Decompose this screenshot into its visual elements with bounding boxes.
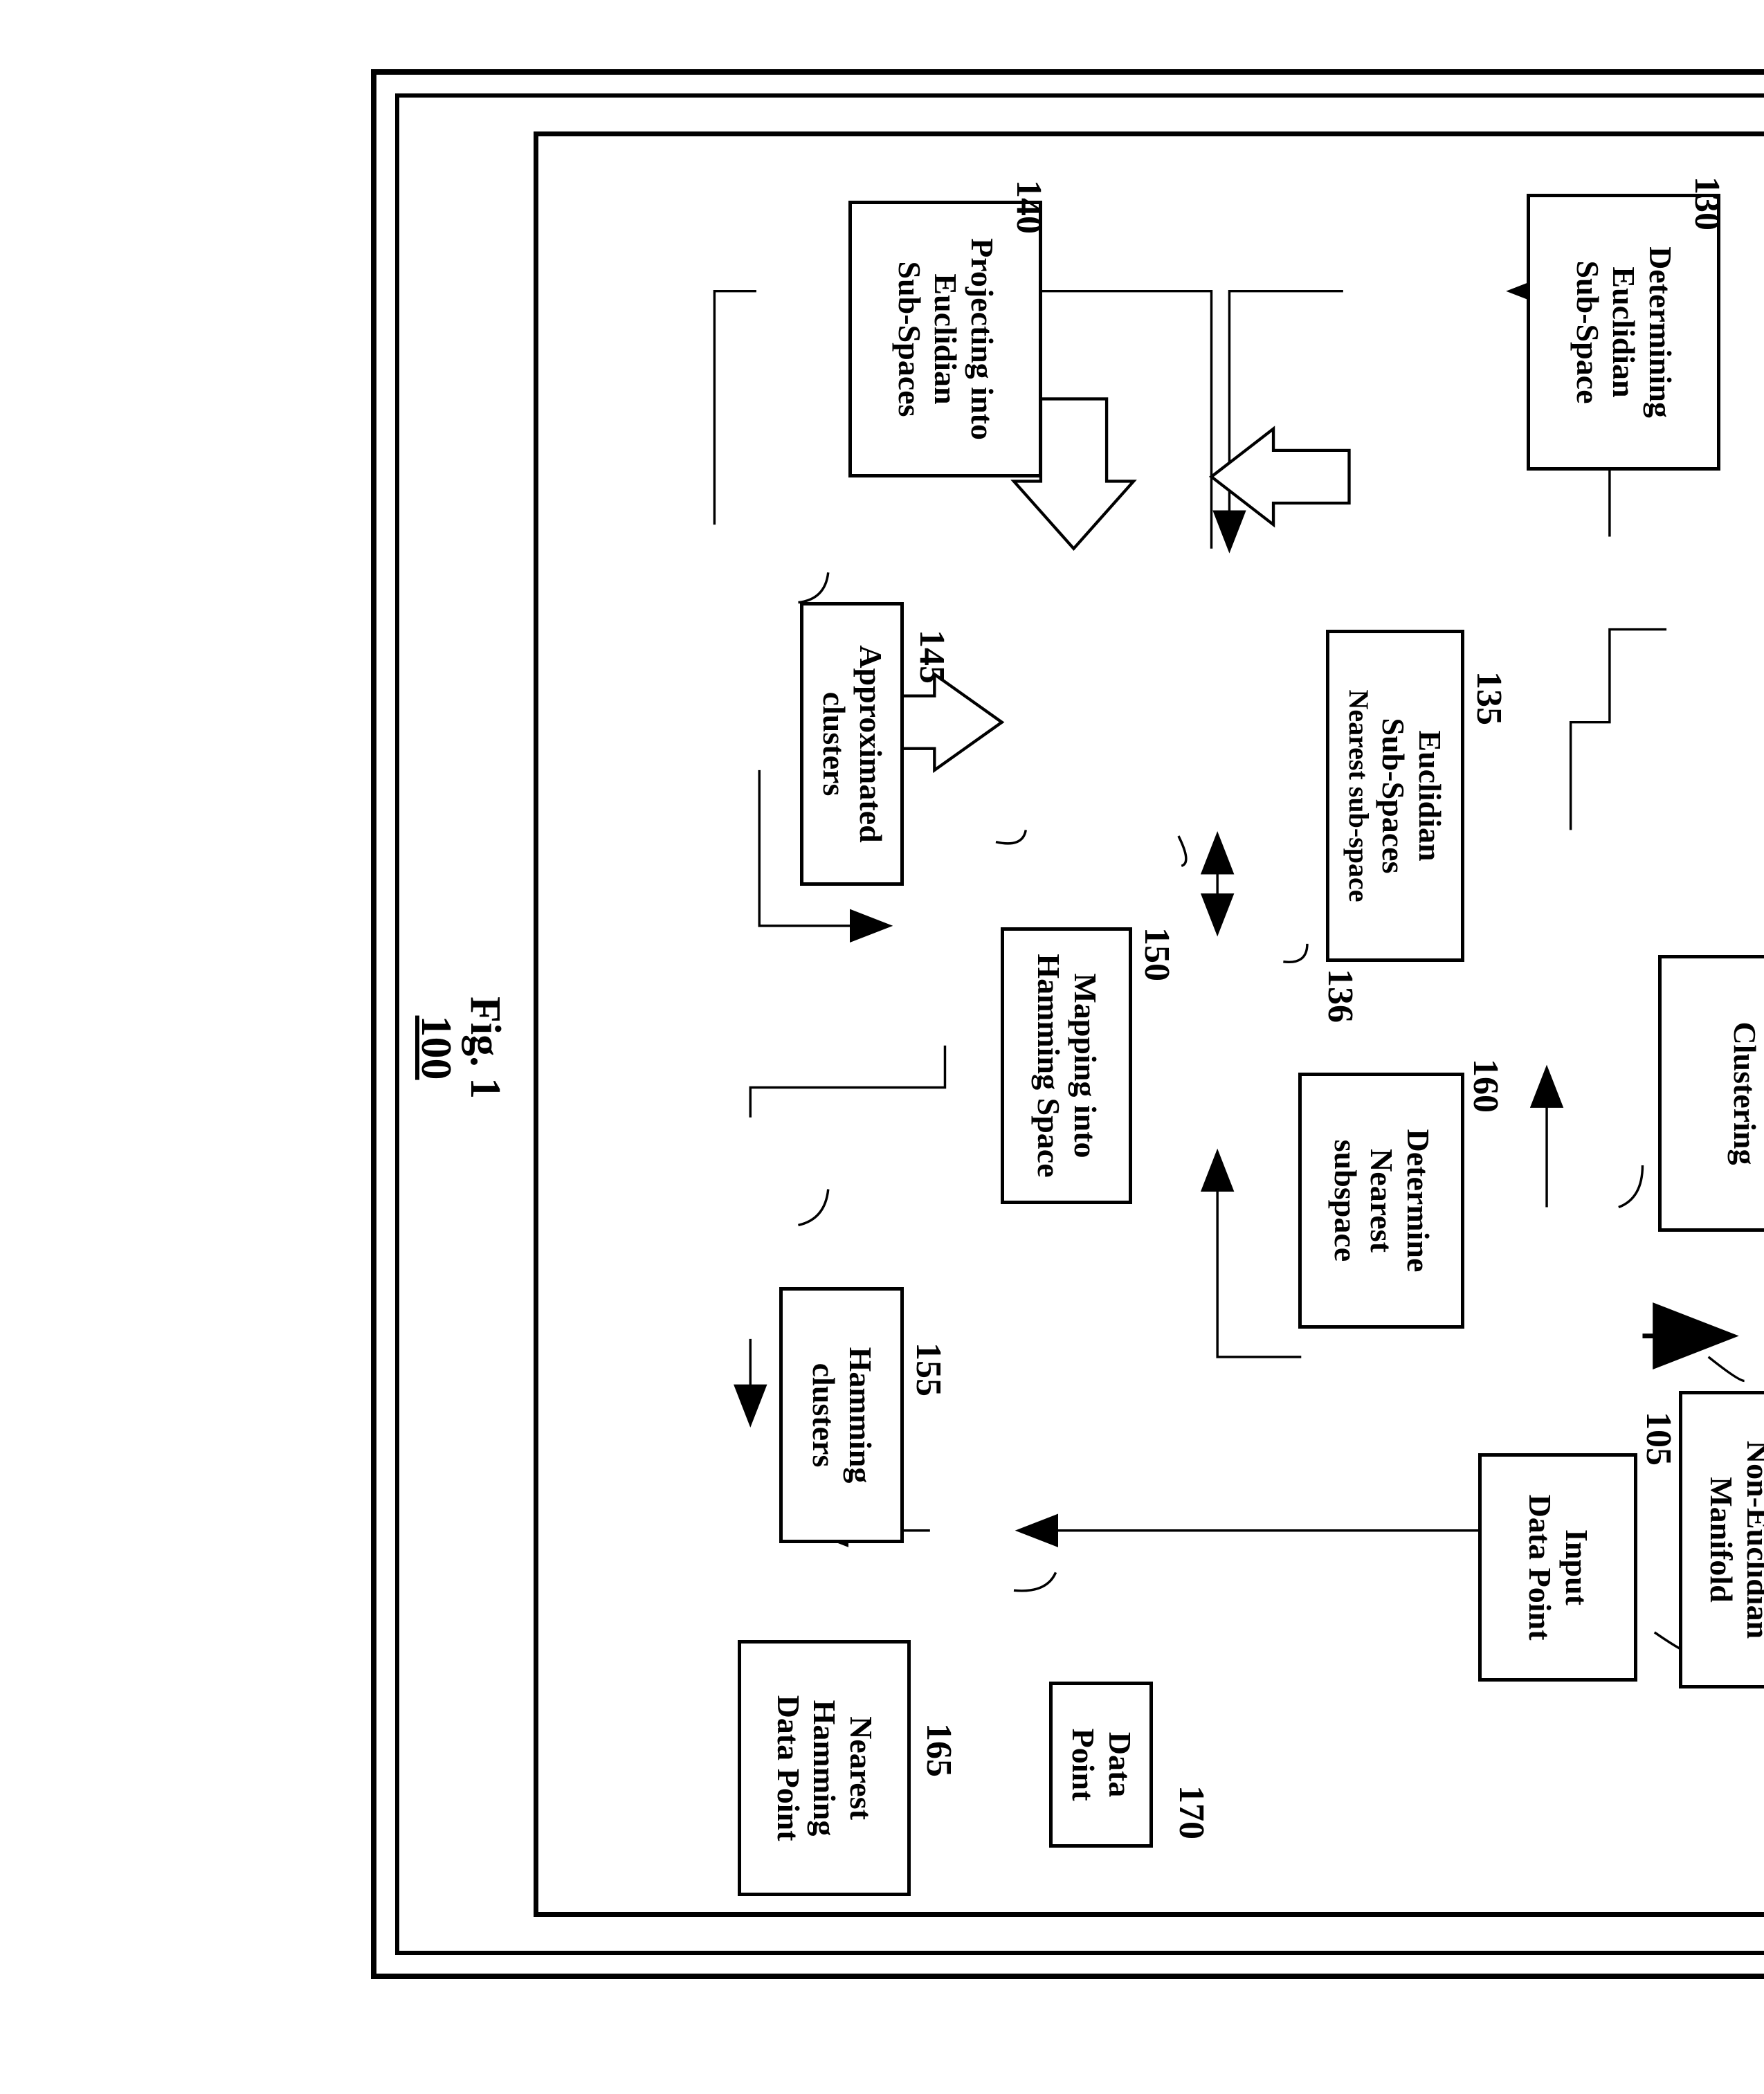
ref-label-170: 170 — [1171, 1785, 1212, 1839]
ref-label-145: 145 — [911, 630, 952, 684]
node-input_pt: InputData Point — [1478, 1453, 1637, 1682]
ref-label-155: 155 — [908, 1342, 949, 1396]
node-nearest_ham: NearestHammingData Point — [738, 1640, 911, 1896]
figure-caption: Fig. 1100 — [411, 996, 509, 1099]
node-projecting: Projecting intoEuclidianSub-Spaces — [848, 201, 1042, 477]
node-data_point: DataPoint — [1049, 1682, 1153, 1848]
ref-label-165: 165 — [918, 1723, 959, 1777]
node-det_euclid: DeterminingEuclidianSub-Space — [1527, 194, 1720, 471]
ref-label-140: 140 — [1008, 180, 1049, 234]
node-clustering: Clustering — [1658, 955, 1764, 1232]
ref-label-135: 135 — [1469, 671, 1509, 725]
ref-label-130: 130 — [1686, 176, 1727, 230]
node-data_points: Data Pointslying onNon-EuclidianManifold — [1679, 1391, 1764, 1688]
node-hamming_cl: Hammingclusters — [779, 1287, 904, 1543]
node-mapping: Mapping intoHamming Space — [1001, 927, 1132, 1204]
ref-label-136: 136 — [1320, 969, 1361, 1023]
node-approx: Approximatedclusters — [800, 602, 904, 886]
ref-label-105: 105 — [1638, 1412, 1679, 1466]
ref-label-150: 150 — [1136, 927, 1177, 981]
ref-label-160: 160 — [1465, 1059, 1506, 1113]
node-det_nearest: DetermineNearestsubspace — [1298, 1073, 1464, 1329]
node-euclid_sub: EuclidianSub-SpacesNearest sub-space — [1326, 630, 1464, 962]
